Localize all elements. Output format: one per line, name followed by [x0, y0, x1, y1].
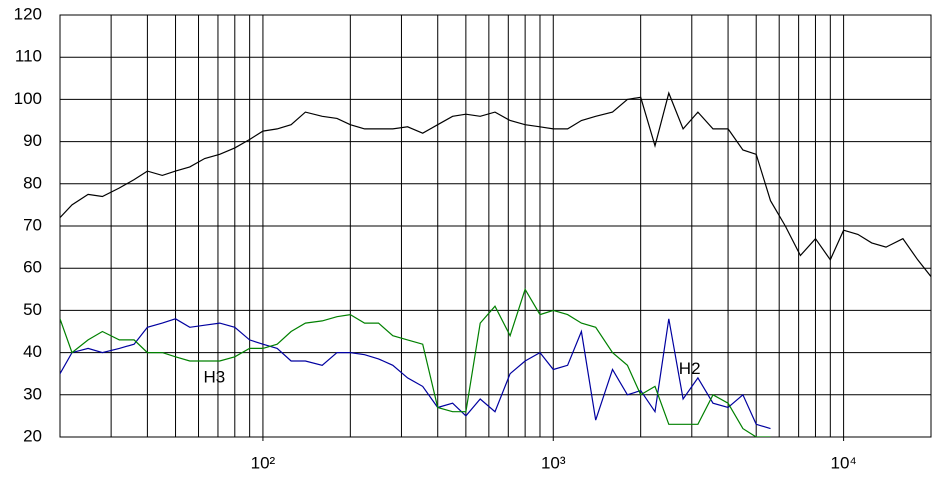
x-tick-label: 10² — [251, 453, 276, 472]
series-line — [60, 287, 771, 437]
y-tick-label: 60 — [23, 258, 42, 277]
y-tick-label: 80 — [23, 173, 42, 192]
y-tick-label: 20 — [23, 426, 42, 445]
y-tick-label: 50 — [23, 300, 42, 319]
annotation: H3 — [203, 367, 225, 386]
y-tick-label: 40 — [23, 342, 42, 361]
y-tick-label: 30 — [23, 384, 42, 403]
x-tick-label: 10³ — [541, 453, 566, 472]
y-tick-label: 110 — [15, 47, 42, 66]
annotation: H2 — [679, 359, 701, 378]
series-line — [60, 318, 771, 430]
y-tick-label: 70 — [23, 215, 42, 234]
y-tick-label: 120 — [14, 4, 42, 23]
x-tick-label: 10⁴ — [830, 453, 856, 472]
y-tick-label: 100 — [14, 89, 42, 108]
y-tick-label: 90 — [23, 131, 42, 150]
series-line — [60, 91, 931, 277]
